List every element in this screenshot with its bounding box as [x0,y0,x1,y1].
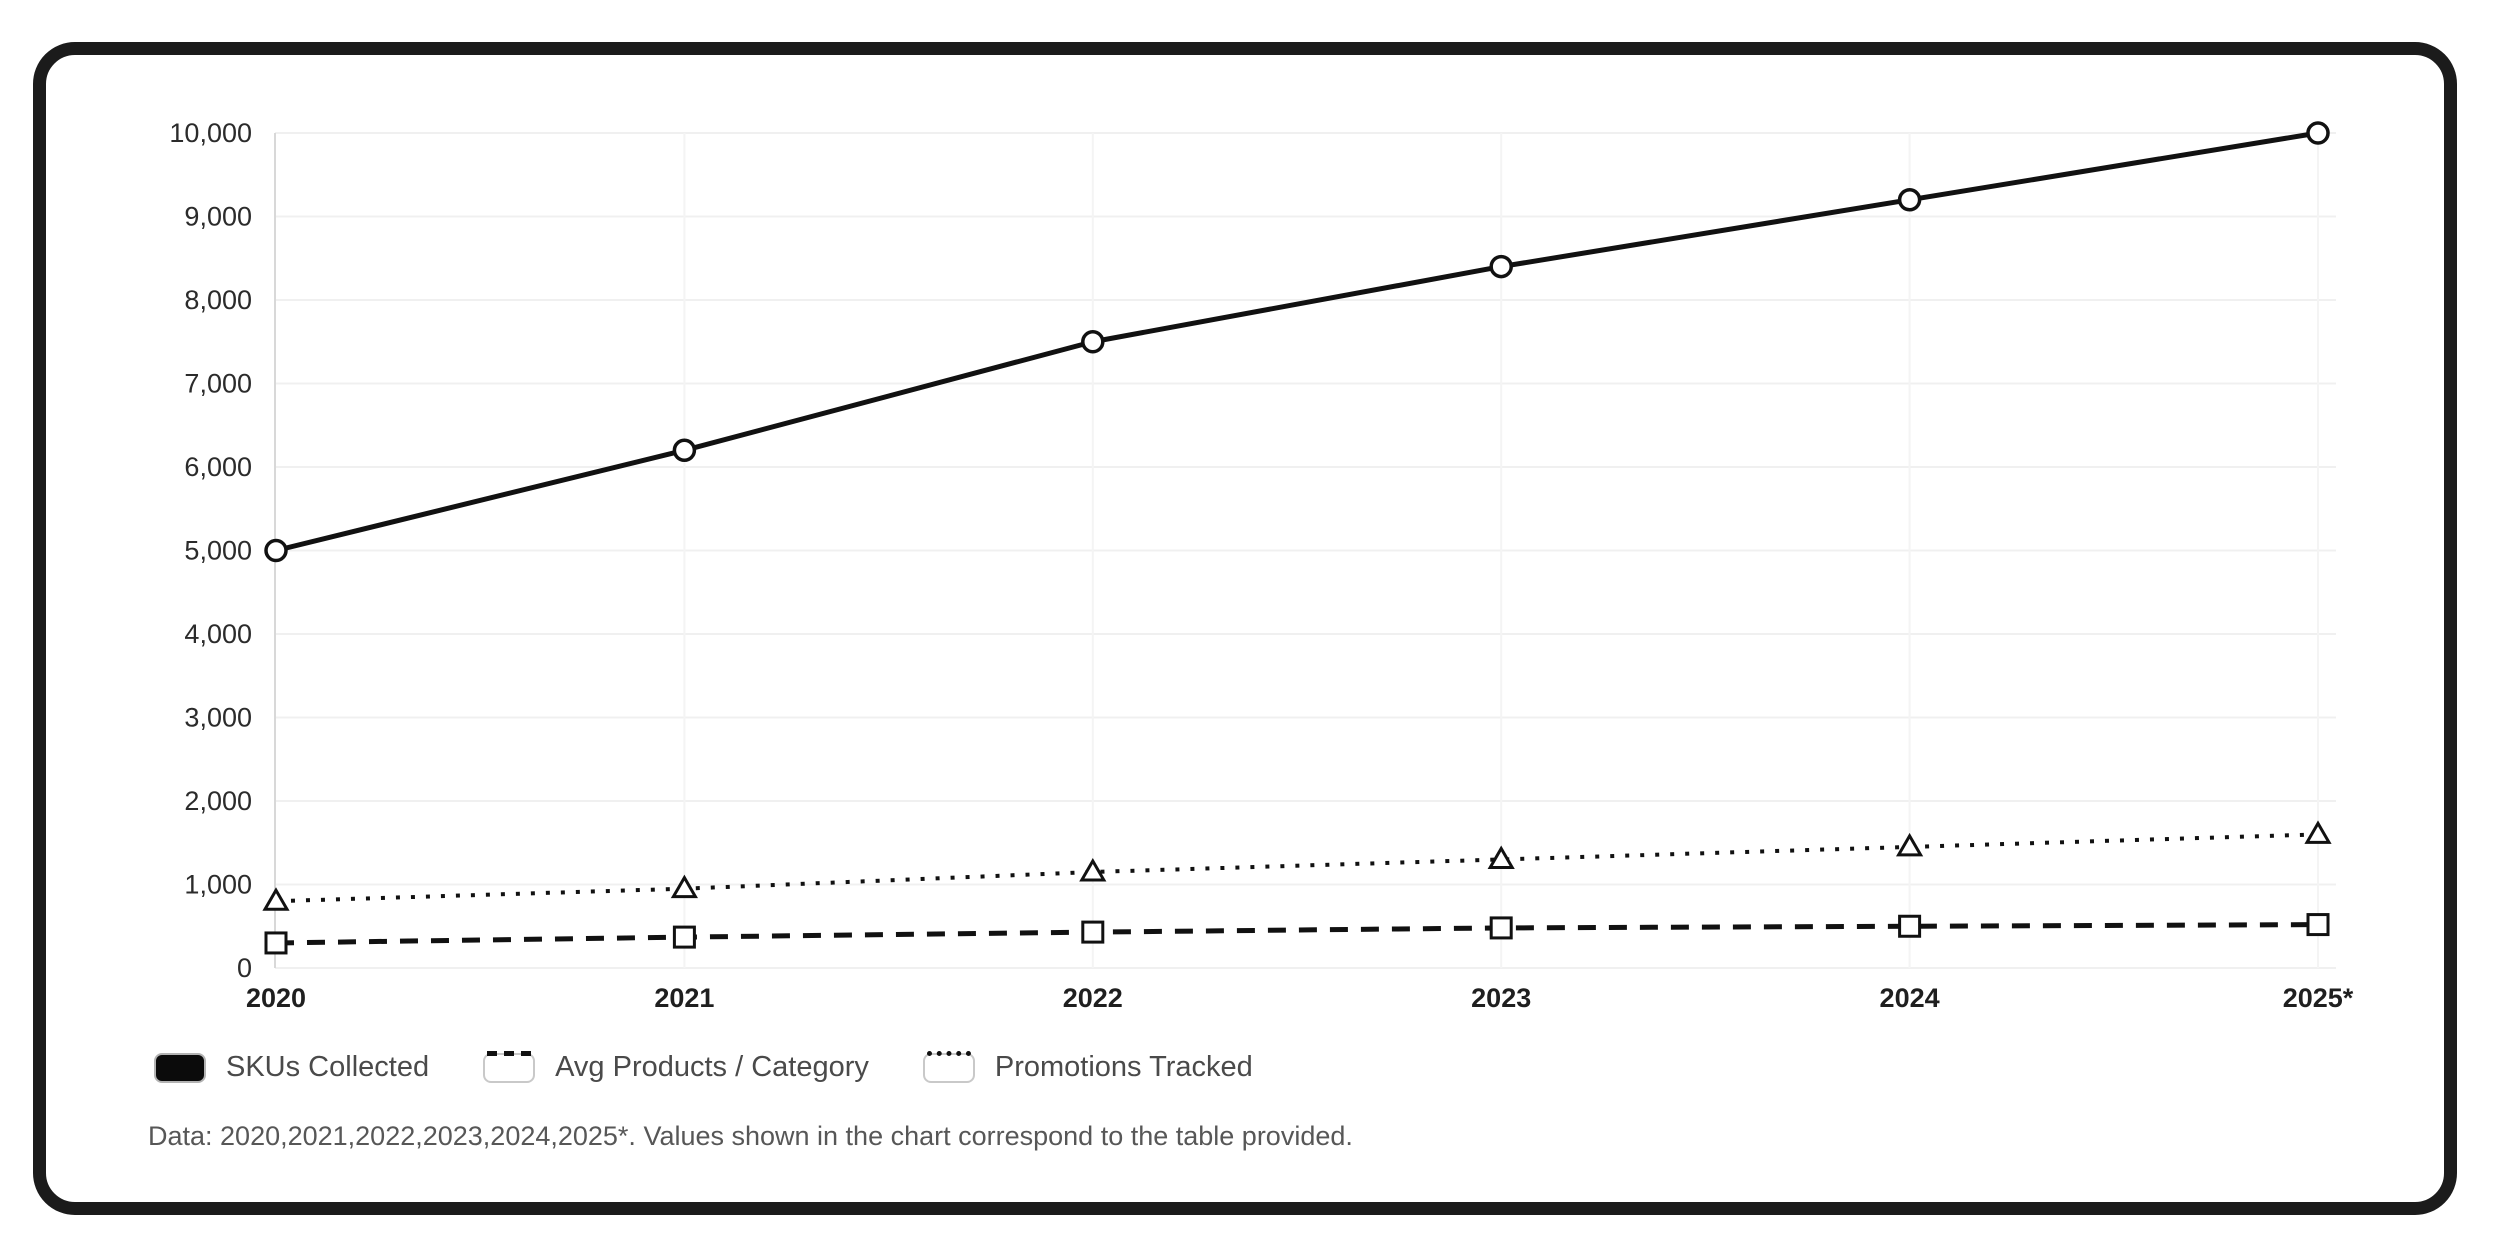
x-tick-label: 2020 [246,983,306,1013]
legend-swatch-dotted-line [922,1050,975,1083]
chart-legend: SKUs Collected Avg Products / Category P… [154,1050,1253,1084]
legend-label-avg-products-category: Avg Products / Category [555,1051,869,1083]
dotted-line-glyph [926,1050,971,1056]
y-tick-label: 10,000 [169,118,252,148]
data-point-square [672,925,696,949]
data-point-triangle [1895,832,1924,857]
data-point-circle [1897,188,1922,212]
data-point-circle [1489,254,1513,279]
data-point-square [1898,914,1922,938]
legend-item-promotions-tracked[interactable]: Promotions Tracked [922,1050,1253,1084]
v-gridlines-and-xticks: 2020 2021 2022 2023 2024 2025* [246,133,2354,1013]
data-point-triangle [1487,845,1515,869]
series-promotions-tracked [262,820,2332,911]
y-tick-label: 6,000 [184,452,252,482]
data-point-circle [672,438,697,463]
data-point-triangle [1079,857,1107,882]
x-tick-label: 2024 [1880,983,1940,1013]
dashed-line-glyph [487,1050,532,1056]
line-chart: 0 1,000 2,000 3,000 4,000 5,000 6,000 7,000 8,00… [169,118,2354,1013]
chart-card: 0 1,000 2,000 3,000 4,000 5,000 6,000 7,000 8,00… [33,42,2457,1215]
y-tick-label: 5,000 [184,536,252,566]
data-point-square [264,931,288,955]
h-gridlines-and-yticks: 0 1,000 2,000 3,000 4,000 5,000 6,000 7,000 8,00… [169,118,2336,983]
data-point-triangle [2304,820,2332,844]
series-avg-products-category [264,913,2330,955]
data-point-square [2306,913,2330,937]
chart-card-inner: 0 1,000 2,000 3,000 4,000 5,000 6,000 7,000 8,00… [46,55,2444,1202]
footer-note: Data: 2020,2021,2022,2023,2024,2025*. Va… [148,1121,1353,1151]
y-tick-label: 9,000 [184,202,252,232]
data-point-circle [2306,121,2330,145]
legend-swatch-dashed-line [483,1050,536,1083]
legend-swatch-solid-line [154,1052,206,1083]
data-point-triangle [670,874,699,899]
legend-item-skus-collected[interactable]: SKUs Collected [154,1051,429,1084]
data-point-triangle [262,887,290,911]
series-skus-collected [264,121,2330,563]
x-tick-label: 2021 [654,983,714,1013]
data-point-circle [264,538,288,563]
legend-label-skus-collected: SKUs Collected [226,1051,430,1083]
y-tick-label: 7,000 [184,369,252,399]
legend-item-avg-products-category[interactable]: Avg Products / Category [483,1050,869,1084]
x-tick-label: 2022 [1063,983,1123,1013]
y-tick-label: 8,000 [184,285,252,315]
y-tick-label: 4,000 [184,619,252,649]
legend-label-promotions-tracked: Promotions Tracked [994,1051,1253,1083]
x-tick-label: 2025* [2283,983,2354,1013]
y-tick-label: 2,000 [184,786,252,816]
data-point-circle [1081,330,1105,354]
y-tick-label: 0 [237,953,252,983]
data-point-square [1081,920,1105,944]
data-point-square [1489,916,1513,940]
x-tick-label: 2023 [1471,983,1531,1013]
y-tick-label: 3,000 [184,703,252,733]
y-tick-label: 1,000 [184,870,252,900]
